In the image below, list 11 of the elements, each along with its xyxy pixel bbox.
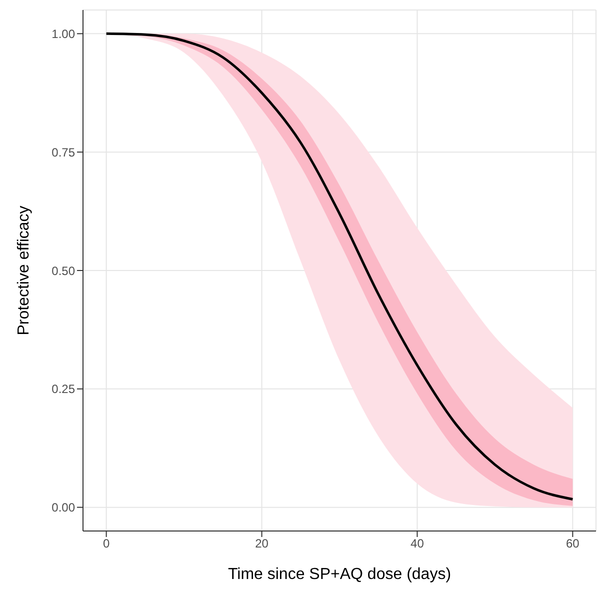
y-tick-label: 0.50 bbox=[52, 264, 76, 278]
x-axis-title: Time since SP+AQ dose (days) bbox=[228, 566, 452, 583]
x-tick-label: 20 bbox=[255, 536, 269, 551]
x-tick-label: 40 bbox=[410, 536, 424, 551]
x-tick-label: 0 bbox=[102, 536, 110, 551]
y-tick-label: 0.75 bbox=[52, 145, 76, 160]
y-axis-title: Protective efficacy bbox=[16, 206, 33, 336]
y-tick-label: 0.00 bbox=[52, 500, 76, 515]
y-tick-label: 1.00 bbox=[52, 26, 76, 41]
x-tick-label: 60 bbox=[566, 536, 580, 551]
y-tick-label: 0.25 bbox=[52, 382, 76, 396]
